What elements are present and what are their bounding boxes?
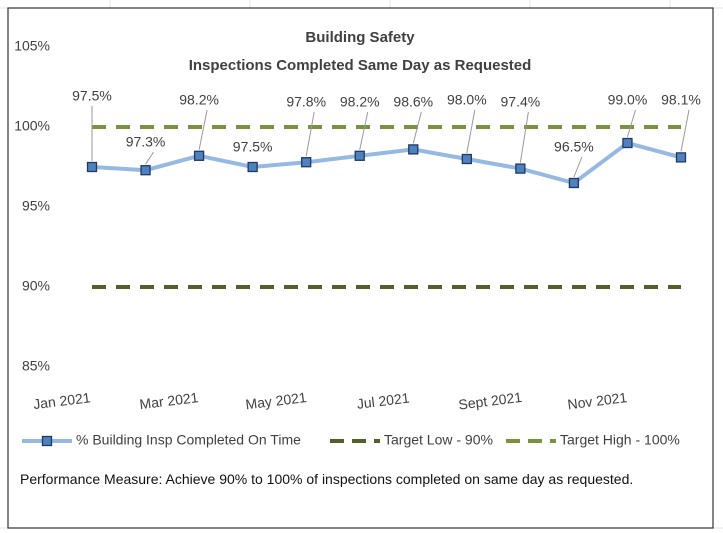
note: Performance Measure: Achieve 90% to 100%… xyxy=(20,471,634,487)
data-label: 98.0% xyxy=(447,92,487,108)
marker xyxy=(515,163,526,174)
data-label: 98.1% xyxy=(661,92,701,108)
data-label: 98.2% xyxy=(340,94,380,110)
legend-marker xyxy=(41,435,53,447)
marker xyxy=(675,152,687,163)
data-label: 97.4% xyxy=(501,94,541,110)
chart-border xyxy=(7,7,714,529)
leader-line xyxy=(573,156,583,178)
data-label: 99.0% xyxy=(608,92,648,108)
data-label: 97.5% xyxy=(233,139,273,155)
x-tick-label: Nov 2021 xyxy=(567,389,629,412)
chart-title: Building Safety xyxy=(305,29,415,46)
series-line xyxy=(91,140,682,186)
marker xyxy=(354,150,365,161)
marker xyxy=(86,161,98,173)
marker xyxy=(193,150,205,161)
legend-label: Target Low - 90% xyxy=(384,432,493,448)
marker xyxy=(568,177,580,189)
x-tick-label: Mar 2021 xyxy=(139,389,200,412)
marker xyxy=(622,137,633,149)
legend-label: % Building Insp Completed On Time xyxy=(76,432,301,448)
leader-line xyxy=(412,111,422,144)
chart-subtitle: Inspections Completed Same Day as Reques… xyxy=(189,57,532,74)
leader-line xyxy=(519,111,529,163)
data-label: 97.5% xyxy=(72,88,112,104)
y-tick-label: 90% xyxy=(22,278,50,294)
x-tick-label: Sept 2021 xyxy=(458,389,524,413)
leader-line xyxy=(680,109,690,152)
leader-line xyxy=(466,109,476,154)
marker xyxy=(461,153,472,165)
data-label: 97.8% xyxy=(286,94,326,110)
x-tick-label: Jan 2021 xyxy=(32,389,91,412)
leader-line xyxy=(198,109,208,150)
x-tick-label: May 2021 xyxy=(245,389,308,412)
x-tick-label: Jul 2021 xyxy=(356,390,411,412)
marker xyxy=(247,161,258,173)
leader-line xyxy=(305,111,315,157)
data-label: 98.6% xyxy=(393,94,433,110)
y-tick-label: 105% xyxy=(14,38,50,54)
leader-line xyxy=(626,109,636,138)
data-label: 98.2% xyxy=(179,92,219,108)
marker xyxy=(301,157,312,168)
y-tick-label: 85% xyxy=(22,358,50,374)
marker xyxy=(140,165,151,176)
leader-line xyxy=(359,111,369,150)
leader-line xyxy=(145,151,154,165)
y-tick-label: 95% xyxy=(22,198,50,214)
y-tick-label: 100% xyxy=(14,118,50,134)
legend-label: Target High - 100% xyxy=(560,432,680,448)
data-label: 96.5% xyxy=(554,139,594,155)
marker xyxy=(408,144,419,155)
data-label: 97.3% xyxy=(126,134,166,150)
